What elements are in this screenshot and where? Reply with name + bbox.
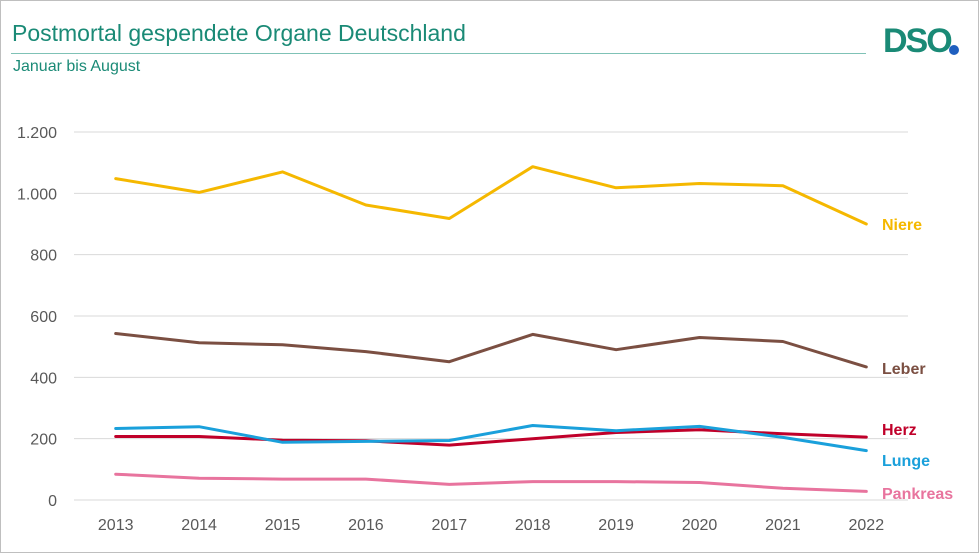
x-axis-ticks: 2013 2014 2015 2016 2017 2018 2019 2020 2021 2022 (98, 517, 884, 534)
logo-dot-icon (949, 45, 959, 55)
title-divider (11, 53, 866, 54)
x-tick-label: 2014 (181, 517, 217, 534)
dso-logo: DSO (883, 22, 959, 60)
x-tick-label: 2016 (348, 517, 384, 534)
series-lines (114, 165, 868, 493)
y-axis-ticks: 0 200 400 600 800 1.000 1.200 (17, 125, 57, 510)
y-tick-label: 1.200 (17, 125, 57, 142)
series-label-pankreas: Pankreas (882, 486, 953, 503)
y-tick-label: 400 (30, 370, 57, 387)
chart-subtitle: Januar bis August (13, 58, 141, 75)
x-tick-label: 2013 (98, 517, 134, 534)
gridlines (74, 131, 908, 501)
series-line-leber (114, 332, 868, 369)
series-line-lunge (114, 424, 868, 453)
series-label-herz: Herz (882, 422, 917, 439)
x-tick-label: 2019 (598, 517, 634, 534)
y-tick-label: 800 (30, 248, 57, 265)
chart-title: Postmortal gespendete Organe Deutschland (12, 20, 466, 46)
series-label-leber: Leber (882, 361, 926, 378)
series-label-lunge: Lunge (882, 453, 930, 470)
x-tick-label: 2021 (765, 517, 801, 534)
y-tick-label: 1.000 (17, 186, 57, 203)
dso-logo-text: DSO (883, 22, 952, 60)
x-tick-label: 2020 (682, 517, 718, 534)
series-label-niere: Niere (882, 217, 922, 234)
y-tick-label: 600 (30, 309, 57, 326)
y-tick-label: 200 (30, 432, 57, 449)
series-line-pankreas (114, 472, 868, 493)
x-tick-label: 2017 (432, 517, 468, 534)
y-tick-label: 0 (48, 493, 57, 510)
series-line-niere (114, 165, 868, 226)
x-tick-label: 2018 (515, 517, 551, 534)
series-labels: Niere Leber Herz Lunge Pankreas (882, 217, 953, 503)
x-tick-label: 2022 (849, 517, 885, 534)
x-tick-label: 2015 (265, 517, 301, 534)
